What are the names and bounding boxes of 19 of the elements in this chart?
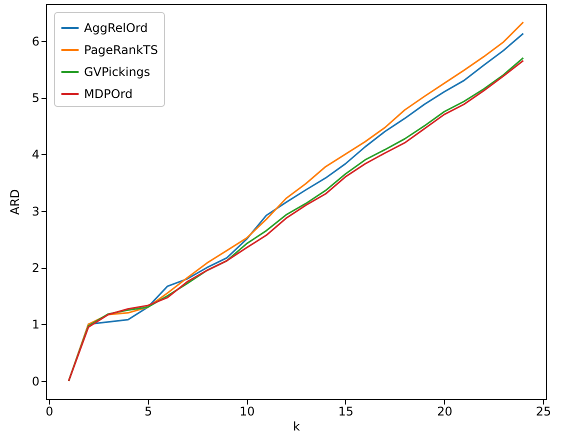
legend-label: PageRankTS	[84, 43, 158, 57]
y-tick-label: 6	[32, 34, 40, 48]
x-tick-label: 0	[46, 404, 54, 418]
legend-label: GVPickings	[84, 65, 150, 79]
y-tick-label: 2	[32, 261, 40, 276]
y-tick-label: 4	[32, 148, 40, 162]
y-tick-label: 5	[32, 91, 40, 106]
y-tick-label: 0	[32, 374, 40, 388]
x-tick-label: 20	[437, 404, 452, 418]
x-tick-label: 5	[144, 404, 152, 418]
y-tick-label: 1	[32, 318, 40, 332]
y-axis-title: ARD	[8, 189, 22, 215]
x-tick-label: 25	[536, 404, 552, 418]
x-tick-label: 10	[239, 404, 255, 418]
x-axis-title: k	[293, 420, 300, 432]
legend-label: MDPOrd	[84, 87, 133, 101]
x-tick-label: 15	[338, 404, 354, 418]
y-tick-label: 3	[32, 204, 40, 218]
legend-label: AggRelOrd	[84, 21, 148, 35]
